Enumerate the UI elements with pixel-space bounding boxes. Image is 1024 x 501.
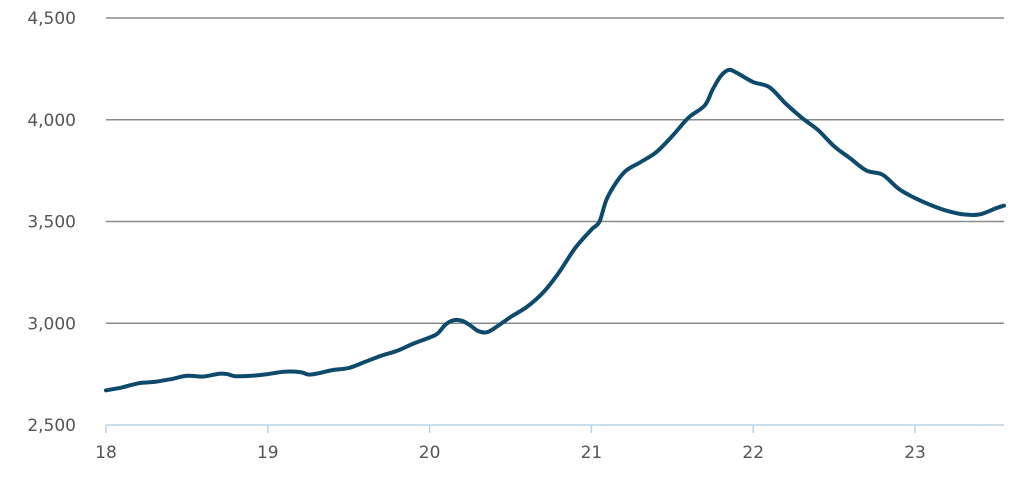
x-tick-label: 18 (95, 443, 117, 463)
grid-layer (106, 17, 1004, 324)
y-tick-label: 4,000 (27, 111, 76, 131)
y-tick-label: 3,500 (27, 213, 76, 233)
series-line-0 (104, 67, 1006, 393)
y-tick-label: 3,000 (27, 314, 76, 334)
x-tick-label: 21 (581, 443, 603, 463)
y-tick-label: 4,500 (27, 9, 76, 29)
series-layer (104, 67, 1006, 393)
y-tick-label: 2,500 (27, 416, 76, 436)
x-tick-label: 22 (742, 443, 764, 463)
y-axis-labels: 2,500 3,000 3,500 4,000 4,500 (27, 9, 76, 436)
x-tick-label: 19 (257, 443, 279, 463)
x-tick-label: 23 (904, 443, 926, 463)
x-axis (105, 424, 1004, 433)
x-axis-labels: 18 19 20 21 22 23 (95, 443, 926, 463)
x-tick-label: 20 (419, 443, 441, 463)
